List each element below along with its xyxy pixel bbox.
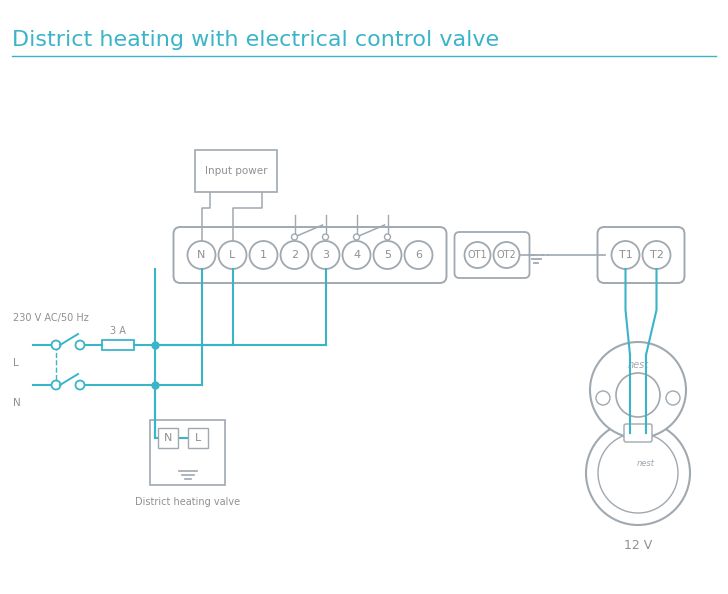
FancyBboxPatch shape bbox=[454, 232, 529, 278]
Text: District heating with electrical control valve: District heating with electrical control… bbox=[12, 30, 499, 50]
FancyBboxPatch shape bbox=[624, 424, 652, 442]
FancyBboxPatch shape bbox=[173, 227, 446, 283]
Text: OT1: OT1 bbox=[467, 250, 487, 260]
FancyBboxPatch shape bbox=[195, 150, 277, 192]
Text: 6: 6 bbox=[415, 250, 422, 260]
Text: nest: nest bbox=[637, 459, 655, 467]
FancyBboxPatch shape bbox=[598, 227, 684, 283]
Text: T1: T1 bbox=[619, 250, 633, 260]
Circle shape bbox=[666, 391, 680, 405]
Text: District heating valve: District heating valve bbox=[135, 497, 240, 507]
Circle shape bbox=[384, 234, 390, 240]
Text: L: L bbox=[195, 433, 201, 443]
Circle shape bbox=[76, 340, 84, 349]
Text: N: N bbox=[197, 250, 206, 260]
Circle shape bbox=[250, 241, 277, 269]
FancyBboxPatch shape bbox=[150, 420, 225, 485]
Circle shape bbox=[291, 234, 298, 240]
Text: Input power: Input power bbox=[205, 166, 267, 176]
Circle shape bbox=[643, 241, 670, 269]
Text: 4: 4 bbox=[353, 250, 360, 260]
FancyBboxPatch shape bbox=[102, 340, 134, 350]
Text: 1: 1 bbox=[260, 250, 267, 260]
Text: 5: 5 bbox=[384, 250, 391, 260]
FancyBboxPatch shape bbox=[158, 428, 178, 448]
Circle shape bbox=[52, 340, 60, 349]
Circle shape bbox=[52, 381, 60, 390]
Text: 3: 3 bbox=[322, 250, 329, 260]
Text: L: L bbox=[229, 250, 236, 260]
Text: 3 A: 3 A bbox=[110, 326, 126, 336]
Text: 230 V AC/50 Hz: 230 V AC/50 Hz bbox=[13, 313, 89, 323]
Text: nest: nest bbox=[628, 360, 649, 370]
Text: N: N bbox=[13, 398, 21, 408]
FancyBboxPatch shape bbox=[188, 428, 208, 448]
Circle shape bbox=[596, 391, 610, 405]
Circle shape bbox=[464, 242, 491, 268]
Circle shape bbox=[76, 381, 84, 390]
Circle shape bbox=[405, 241, 432, 269]
Circle shape bbox=[218, 241, 247, 269]
Text: 12 V: 12 V bbox=[624, 539, 652, 552]
Text: 2: 2 bbox=[291, 250, 298, 260]
Circle shape bbox=[312, 241, 339, 269]
Circle shape bbox=[188, 241, 215, 269]
Circle shape bbox=[616, 373, 660, 417]
Circle shape bbox=[494, 242, 520, 268]
Circle shape bbox=[586, 421, 690, 525]
Circle shape bbox=[323, 234, 328, 240]
Circle shape bbox=[280, 241, 309, 269]
Text: T2: T2 bbox=[649, 250, 663, 260]
Circle shape bbox=[598, 433, 678, 513]
Text: OT2: OT2 bbox=[496, 250, 516, 260]
Text: L: L bbox=[13, 358, 19, 368]
Text: N: N bbox=[164, 433, 173, 443]
Circle shape bbox=[342, 241, 371, 269]
Circle shape bbox=[590, 342, 686, 438]
Circle shape bbox=[373, 241, 402, 269]
Circle shape bbox=[612, 241, 639, 269]
Circle shape bbox=[354, 234, 360, 240]
